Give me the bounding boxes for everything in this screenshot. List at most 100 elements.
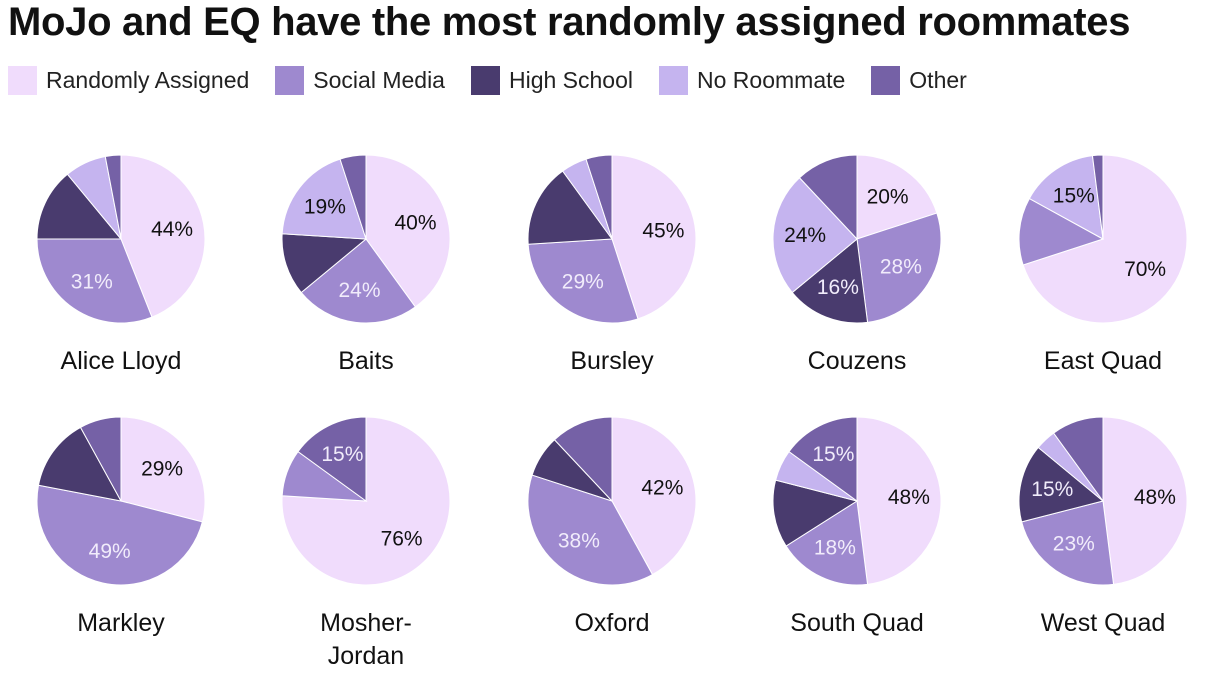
- pie-slice-bursley-other: [585, 154, 613, 240]
- pie-slice-baits-randomly-assigned: [365, 154, 451, 308]
- pie-slice-west-quad-other: [1052, 416, 1104, 503]
- pie-label-markley-social-media: 49%: [89, 540, 131, 563]
- pie-label-mosher-jordan-randomly-assigned: 76%: [381, 527, 423, 550]
- pie-title-markley: Markley: [77, 609, 165, 637]
- pie-slice-markley-randomly-assigned: [120, 416, 206, 523]
- pie-title-east-quad: East Quad: [1044, 347, 1162, 375]
- pie-label-baits-no-roommate: 19%: [304, 196, 346, 219]
- pie-title-oxford: Oxford: [574, 609, 649, 637]
- pie-slice-bursley-social-media: [527, 238, 639, 324]
- legend-label-high-school: High School: [508, 66, 634, 93]
- legend-item-no-roommate: No Roommate: [659, 65, 846, 95]
- pie-slice-alice-lloyd-social-media: [36, 238, 153, 324]
- pie-label-oxford-social-media: 38%: [558, 530, 600, 553]
- pie-slice-couzens-high-school: [791, 238, 869, 324]
- pie-slice-east-quad-social-media: [1018, 197, 1105, 266]
- pie-slice-west-quad-social-media: [1021, 500, 1115, 586]
- pie-label-west-quad-randomly-assigned: 48%: [1134, 486, 1176, 509]
- pie-label-west-quad-social-media: 23%: [1053, 533, 1095, 556]
- legend-item-social-media: Social Media: [275, 65, 445, 95]
- pie-title-alice-lloyd: Alice Lloyd: [61, 347, 182, 375]
- pie-label-bursley-randomly-assigned: 45%: [642, 219, 684, 242]
- pie-slice-east-quad-other: [1091, 154, 1104, 240]
- legend-label-other: Other: [909, 66, 967, 93]
- pie-chart-east-quad: 70% 15% East Quad: [1018, 154, 1188, 375]
- pie-title-mosher-jordan: Mosher-: [320, 609, 412, 637]
- pie-title-mosher-jordan: Jordan: [328, 642, 404, 670]
- legend-item-randomly-assigned: Randomly Assigned: [8, 65, 249, 95]
- pie-slice-baits-social-media: [300, 238, 417, 324]
- pie-label-baits-randomly-assigned: 40%: [394, 211, 436, 234]
- pie-label-bursley-social-media: 29%: [562, 271, 604, 294]
- pie-label-west-quad-high-school: 15%: [1031, 478, 1073, 501]
- pie-slice-oxford-other: [553, 416, 613, 503]
- pie-slice-baits-high-school: [281, 233, 368, 294]
- legend: Randomly Assigned Social Media High Scho…: [8, 64, 993, 96]
- pie-chart-markley: 29% 49% Markley: [36, 416, 206, 637]
- pie-title-west-quad: West Quad: [1041, 609, 1166, 637]
- pie-slice-south-quad-randomly-assigned: [856, 416, 942, 585]
- pie-slice-bursley-randomly-assigned: [611, 154, 697, 320]
- pie-slice-couzens-no-roommate: [772, 177, 858, 294]
- legend-label-no-roommate: No Roommate: [697, 66, 846, 93]
- legend-swatch-other: [871, 65, 901, 95]
- pie-slice-markley-other: [79, 416, 122, 502]
- pie-slice-couzens-social-media: [856, 212, 942, 323]
- pie-slice-west-quad-high-school: [1018, 446, 1105, 523]
- pie-label-baits-social-media: 24%: [338, 279, 380, 302]
- pie-label-south-quad-other: 15%: [812, 443, 854, 466]
- pie-label-east-quad-no-roommate: 15%: [1053, 185, 1095, 208]
- pie-chart-mosher-jordan: 76% 15% Mosher- Jordan: [281, 416, 451, 670]
- pie-chart-south-quad: 48% 18% 15% South Quad: [772, 416, 942, 637]
- pie-title-baits: Baits: [338, 347, 394, 375]
- pie-slice-east-quad-no-roommate: [1028, 155, 1104, 240]
- pie-label-south-quad-social-media: 18%: [814, 537, 856, 560]
- pie-chart-couzens: 20% 28% 16% 24% Couzens: [772, 154, 942, 375]
- legend-swatch-randomly-assigned: [8, 65, 37, 95]
- pie-slice-couzens-other: [798, 154, 858, 241]
- pie-slice-oxford-social-media: [527, 474, 654, 586]
- legend-item-other: Other: [871, 65, 967, 95]
- pie-label-couzens-high-school: 16%: [817, 276, 859, 299]
- pie-slice-alice-lloyd-other: [104, 154, 122, 240]
- legend-item-high-school: High School: [470, 65, 634, 95]
- pie-chart-alice-lloyd: 44% 31% Alice Lloyd: [36, 154, 206, 375]
- pie-label-east-quad-randomly-assigned: 70%: [1124, 258, 1166, 281]
- pie-label-alice-lloyd-social-media: 31%: [71, 271, 113, 294]
- pie-slice-markley-social-media: [36, 484, 203, 586]
- pie-label-oxford-randomly-assigned: 42%: [641, 477, 683, 500]
- pie-label-couzens-randomly-assigned: 20%: [867, 185, 909, 208]
- pie-slice-couzens-randomly-assigned: [856, 154, 938, 240]
- pie-slice-alice-lloyd-high-school: [36, 173, 123, 240]
- legend-swatch-high-school: [470, 65, 500, 95]
- pie-label-alice-lloyd-randomly-assigned: 44%: [151, 218, 193, 241]
- legend-swatch-no-roommate: [659, 65, 689, 95]
- pie-title-bursley: Bursley: [570, 347, 654, 375]
- pie-label-couzens-social-media: 28%: [880, 255, 922, 278]
- pie-slice-baits-no-roommate: [281, 158, 367, 240]
- pie-slice-markley-high-school: [37, 426, 122, 502]
- pie-label-south-quad-randomly-assigned: 48%: [888, 486, 930, 509]
- pie-slice-mosher-jordan-other: [297, 416, 367, 502]
- legend-label-social-media: Social Media: [313, 66, 445, 93]
- pie-chart-bursley: 45% 29% Bursley: [527, 154, 697, 375]
- chart-title: MoJo and EQ have the most randomly assig…: [8, 0, 1131, 44]
- legend-swatch-social-media: [275, 65, 305, 95]
- pie-slice-east-quad-randomly-assigned: [1022, 154, 1188, 324]
- pie-slice-alice-lloyd-randomly-assigned: [120, 154, 206, 318]
- pie-slice-mosher-jordan-randomly-assigned: [281, 416, 451, 586]
- pie-slice-south-quad-other: [788, 416, 858, 502]
- pie-slice-south-quad-social-media: [785, 500, 869, 586]
- pie-chart-baits: 40% 24% 19% Baits: [281, 154, 451, 375]
- pie-label-mosher-jordan-other: 15%: [321, 443, 363, 466]
- pie-chart-oxford: 42% 38% Oxford: [527, 416, 697, 637]
- pie-title-south-quad: South Quad: [790, 609, 923, 637]
- pie-title-couzens: Couzens: [808, 347, 907, 375]
- pie-slice-west-quad-randomly-assigned: [1102, 416, 1188, 585]
- pie-slice-south-quad-high-school: [772, 479, 859, 547]
- pie-slice-baits-other: [339, 154, 367, 240]
- pie-chart-west-quad: 48% 23% 15% West Quad: [1018, 416, 1188, 637]
- pie-label-couzens-no-roommate: 24%: [784, 224, 826, 247]
- pie-slice-bursley-high-school: [527, 170, 613, 245]
